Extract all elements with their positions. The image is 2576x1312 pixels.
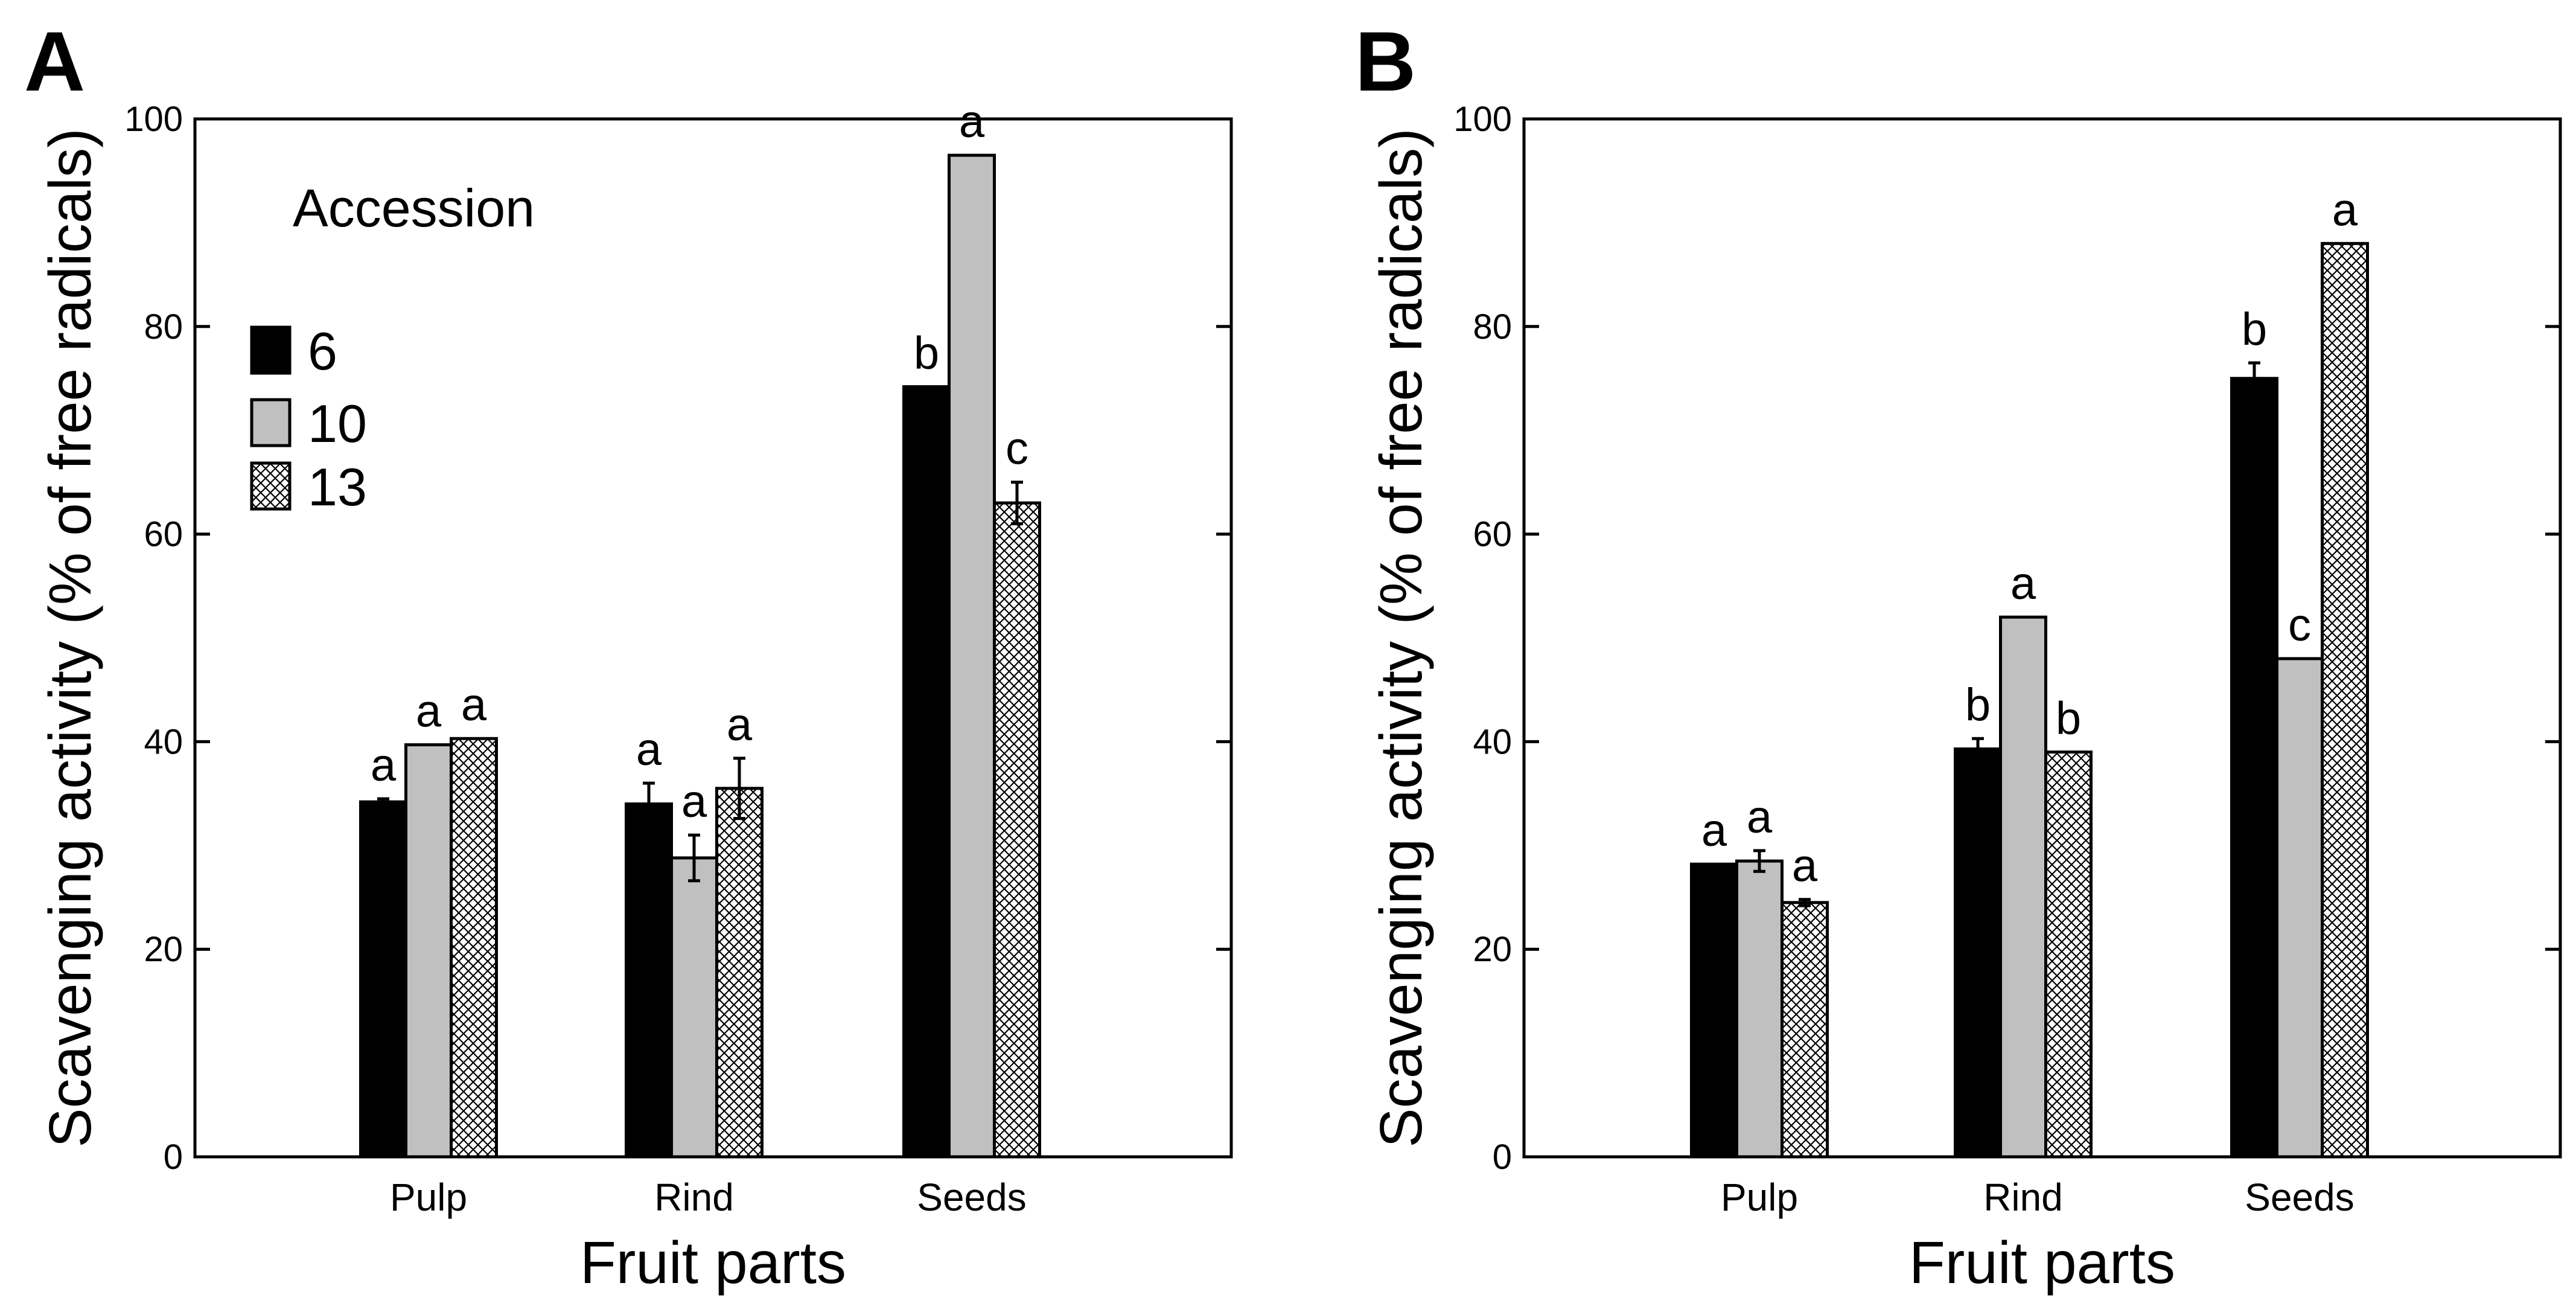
significance-letter: a	[416, 686, 442, 737]
panel-letter: A	[24, 14, 85, 109]
y-tick-label: 20	[144, 930, 183, 969]
bar-series-6-seeds	[902, 385, 951, 1159]
y-tick-label: 60	[1473, 515, 1512, 554]
significance-letter: a	[2010, 558, 2036, 609]
bar-series-10-seeds	[948, 153, 996, 1159]
x-tick-label: Pulp	[1721, 1176, 1798, 1219]
bar-series-10-pulp	[1735, 859, 1784, 1159]
significance-letter: a	[1792, 840, 1818, 892]
panel-letter: B	[1355, 14, 1416, 109]
significance-letter: b	[2056, 693, 2081, 744]
panel-b: B 0 20 40 60 80 100 Pulp Rind Seeds Fruit parts Sca…	[1355, 14, 2562, 1296]
y-axis-title: Scavenging activity (% of free radicals)	[37, 128, 103, 1148]
bar-series-13-seeds	[2321, 242, 2369, 1159]
x-tick-label: Seeds	[917, 1176, 1026, 1219]
x-axis-title: Fruit parts	[580, 1229, 846, 1296]
x-tick-label: Rind	[654, 1176, 734, 1219]
y-tick-label: 80	[144, 307, 183, 347]
bar-series-13-seeds	[993, 501, 1041, 1159]
legend-label-series-6: 6	[308, 321, 337, 381]
y-tick-label: 100	[1453, 100, 1512, 139]
legend-swatch-series-10	[250, 398, 292, 447]
legend-swatch-series-13	[250, 461, 292, 511]
bar-series-6-rind	[625, 802, 673, 1159]
bar-series-6-seeds	[2230, 377, 2278, 1159]
y-tick-label: 100	[124, 100, 183, 139]
significance-letter: a	[2332, 184, 2358, 235]
bar-series-13-pulp	[450, 737, 498, 1159]
significance-letter: a	[727, 699, 753, 750]
significance-letter: a	[1747, 792, 1773, 843]
x-tick-label: Rind	[1983, 1176, 2063, 1219]
significance-letter: a	[636, 724, 662, 775]
panel-a: A 0 20 40 60 80 100 Pulp Rind Seeds Fruit parts Sca…	[24, 14, 1233, 1296]
significance-letter: c	[1006, 423, 1028, 475]
legend-swatch-series-6	[250, 325, 292, 375]
significance-letter: a	[681, 776, 707, 827]
x-tick-label: Pulp	[390, 1176, 467, 1219]
y-tick-label: 40	[1473, 722, 1512, 761]
y-tick-label: 20	[1473, 930, 1512, 969]
y-tick-label: 0	[1493, 1138, 1512, 1177]
bar-series-10-seeds	[2275, 657, 2324, 1159]
x-axis-title: Fruit parts	[1909, 1229, 2175, 1296]
y-tick-label: 80	[1473, 307, 1512, 347]
significance-letter: a	[1701, 805, 1727, 856]
significance-letter: a	[959, 96, 985, 147]
bar-series-10-rind	[670, 856, 718, 1159]
bar-series-10-pulp	[404, 743, 453, 1159]
legend-label-series-13: 13	[308, 457, 367, 517]
significance-letter: b	[914, 328, 939, 379]
y-tick-label: 60	[144, 515, 183, 554]
significance-letter: b	[2242, 304, 2267, 355]
y-axis-title: Scavenging activity (% of free radicals)	[1368, 128, 1434, 1148]
significance-letter: a	[461, 679, 487, 731]
bar-series-6-pulp	[359, 800, 407, 1159]
significance-letter: b	[1965, 679, 1991, 731]
x-tick-label: Seeds	[2245, 1176, 2354, 1219]
legend-title: Accession	[293, 178, 535, 238]
bar-series-13-rind	[2044, 750, 2093, 1159]
bar-series-13-pulp	[1781, 901, 1829, 1159]
bar-series-13-rind	[715, 787, 764, 1159]
legend-label-series-10: 10	[308, 394, 367, 453]
significance-letter: a	[371, 740, 397, 791]
bar-series-6-rind	[1954, 747, 2002, 1159]
y-tick-label: 0	[164, 1138, 183, 1177]
bar-series-10-rind	[1999, 615, 2047, 1159]
y-tick-label: 40	[144, 722, 183, 761]
significance-letter: c	[2288, 600, 2311, 651]
bar-series-6-pulp	[1690, 862, 1738, 1159]
